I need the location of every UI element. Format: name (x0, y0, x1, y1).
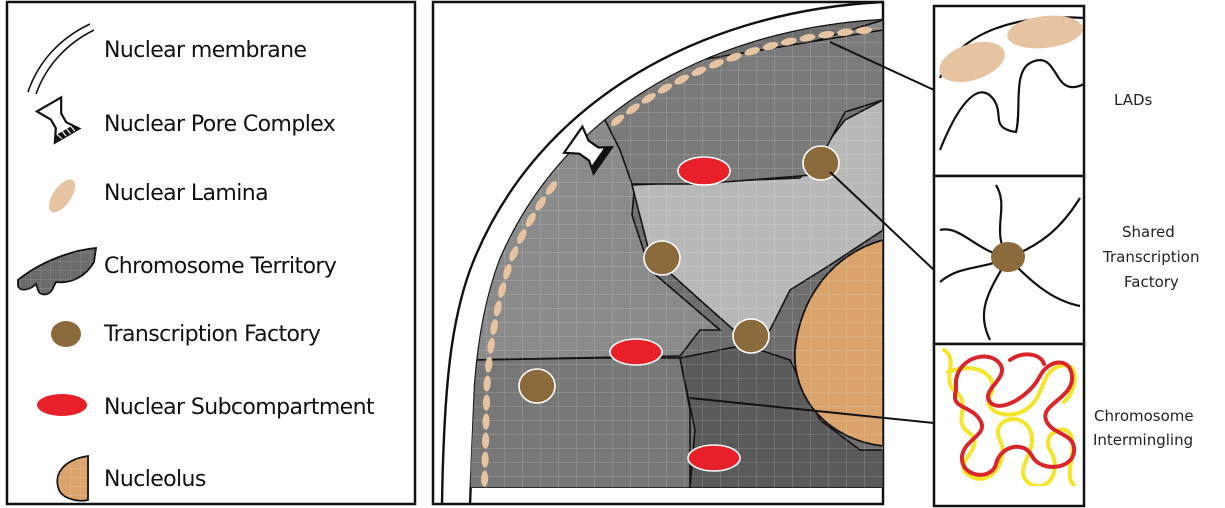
lamina-icon (48, 179, 76, 213)
shared-factory-panel (932, 174, 1086, 346)
lamina-bead (481, 451, 489, 468)
lamina-bead (485, 356, 493, 373)
legend-label-membrane: Nuclear membrane (104, 38, 306, 63)
lamina-bead (708, 59, 724, 69)
red-chromosome (952, 352, 1077, 477)
legend-label-territory: Chromosome Territory (104, 254, 337, 279)
lamina-bead (837, 28, 854, 36)
intermingling-label-line-2: Intermingling (1093, 431, 1193, 449)
transcription-factory (802, 145, 840, 181)
membrane-icon (27, 23, 95, 95)
chromosome-territory-icon (17, 247, 98, 296)
legend: Nuclear membrane Nuclear Pore Complex Nu… (5, 0, 417, 506)
transcription-factory (643, 240, 681, 276)
lamina-bead (490, 319, 498, 336)
lamina-bead (657, 83, 673, 94)
legend-label-lamina: Nuclear Lamina (104, 181, 268, 206)
lamina-bead (818, 30, 835, 39)
lamina-bead (503, 263, 512, 280)
lamina-bead (762, 42, 779, 51)
lamina-bead (545, 181, 558, 195)
nucleus-quadrant (431, 0, 885, 506)
lamina-bead (509, 246, 519, 262)
nuclear-subcompartment (677, 156, 731, 186)
nuclear-subcompartment (687, 444, 741, 472)
intermingling-panel (932, 342, 1086, 508)
shared-label-line-1: Shared (1122, 223, 1175, 241)
lamina-bead (856, 26, 872, 35)
intermingling-label-line-1: Chromosome (1094, 407, 1194, 425)
transcription-factory (518, 368, 556, 404)
lamina-bead (744, 47, 760, 56)
legend-label-nucleolus: Nucleolus (104, 467, 206, 492)
lamina-bead (481, 432, 490, 449)
lamina-bead (482, 394, 491, 411)
lamina-bead (525, 212, 536, 227)
nucleolus-icon (56, 454, 89, 502)
lads-panel (932, 4, 1086, 178)
lamina-bead (610, 114, 625, 126)
lamina-bead (691, 66, 707, 76)
connector-lines (689, 41, 935, 424)
subcompartment-icon (37, 394, 87, 416)
lamina-bead (482, 413, 490, 430)
lamina-bead (626, 103, 640, 115)
lamina-bead (726, 52, 742, 62)
pore-complex-icon (34, 95, 82, 145)
lamina-bead (498, 282, 507, 298)
lads-label: LADs (1114, 91, 1153, 109)
lamina-bead (641, 93, 656, 104)
nuclear-membrane-outer (440, 0, 884, 505)
transcription-factory-icon (51, 321, 81, 347)
shared-label-line-2: Transcription (1102, 248, 1199, 266)
lamina-bead (516, 229, 527, 244)
lamina-bead (781, 37, 797, 46)
legend-label-subcompartment: Nuclear Subcompartment (104, 395, 375, 420)
lamina-bead (493, 300, 502, 317)
lamina-bead (480, 470, 489, 487)
lamina-bead (799, 33, 816, 42)
transcription-factory (732, 318, 770, 354)
lamina-bead (483, 375, 491, 392)
legend-label-factory: Transcription Factory (103, 322, 321, 347)
legend-label-pore: Nuclear Pore Complex (104, 112, 336, 137)
lamina-bead (674, 74, 690, 85)
nuclear-lamina (480, 26, 872, 487)
nuclear-pore-complex (562, 124, 615, 176)
nuclear-subcompartment (609, 338, 663, 366)
shared-label-line-3: Factory (1124, 273, 1179, 291)
lamina-bead (535, 196, 547, 211)
lamina-bead (487, 337, 495, 354)
